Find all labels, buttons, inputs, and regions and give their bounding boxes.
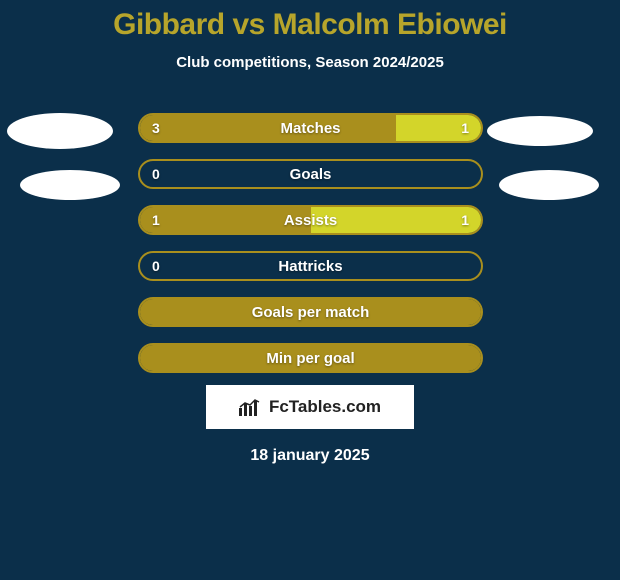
stat-bar-right-fill bbox=[311, 207, 482, 233]
chart-icon bbox=[239, 398, 261, 416]
stat-bar-hattricks: Hattricks0 bbox=[138, 251, 483, 281]
page-title: Gibbard vs Malcolm Ebiowei bbox=[0, 0, 620, 42]
stat-bar-goals: Goals0 bbox=[138, 159, 483, 189]
stat-bar-left-fill bbox=[140, 299, 481, 325]
stat-bar-value-left: 0 bbox=[152, 253, 160, 279]
stat-bar-left-fill bbox=[140, 345, 481, 371]
comparison-chart: Matches31Goals0Assists11Hattricks0Goals … bbox=[0, 113, 620, 373]
player-right-avatar-placeholder bbox=[487, 116, 593, 146]
date: 18 january 2025 bbox=[0, 447, 620, 465]
logo-text: FcTables.com bbox=[269, 397, 381, 417]
stat-bar-left-fill bbox=[140, 207, 311, 233]
player-left-avatar-placeholder bbox=[7, 113, 113, 149]
stat-bar-min-per-goal: Min per goal bbox=[138, 343, 483, 373]
stat-bar-matches: Matches31 bbox=[138, 113, 483, 143]
stat-bar-goals-per-match: Goals per match bbox=[138, 297, 483, 327]
stat-bars: Matches31Goals0Assists11Hattricks0Goals … bbox=[138, 113, 483, 389]
stat-bar-right-fill bbox=[396, 115, 481, 141]
fctables-logo: FcTables.com bbox=[206, 385, 414, 429]
stat-bar-assists: Assists11 bbox=[138, 205, 483, 235]
stat-bar-label: Hattricks bbox=[140, 253, 481, 279]
stat-bar-value-left: 0 bbox=[152, 161, 160, 187]
player-left-club-placeholder bbox=[20, 170, 120, 200]
stat-bar-left-fill bbox=[140, 115, 396, 141]
stat-bar-label: Goals bbox=[140, 161, 481, 187]
player-right-club-placeholder bbox=[499, 170, 599, 200]
subtitle: Club competitions, Season 2024/2025 bbox=[0, 54, 620, 71]
